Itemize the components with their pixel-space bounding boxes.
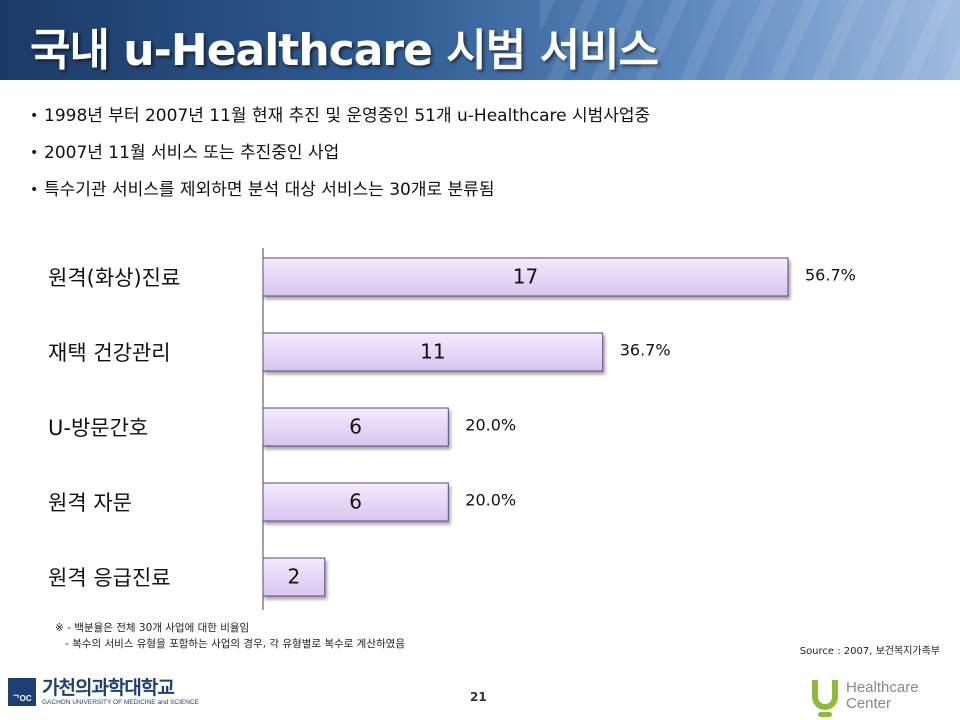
university-mark-icon: ᄀOC: [8, 678, 36, 706]
percent-label-1: 56.7%: [805, 266, 856, 285]
source-note: Source : 2007, 보건복지가족부: [799, 646, 940, 657]
bar-value-label-2: 11: [420, 340, 445, 364]
bar-3: [262, 407, 449, 447]
bar-value-label-3: 6: [349, 415, 362, 439]
footnote-2: - 복수의 서비스 유형을 포함하는 사업의 경우, 각 유형별로 복수로 계산…: [55, 638, 405, 650]
bullet-dot-icon: •: [30, 145, 39, 161]
university-eng-name: GACHON UNIVERSITY OF MEDICINE and SCIENC…: [42, 699, 199, 706]
percent-label-2: 36.7%: [620, 341, 671, 360]
bar-2: [262, 332, 604, 372]
bullet-dot-icon: •: [30, 182, 39, 198]
category-label-4: 원격 자문: [48, 491, 132, 515]
bullet-list: • 1998년 부터 2007년 11월 현재 추진 및 운영중인 51개 u-H…: [30, 104, 650, 215]
logo-line1: Healthcare: [846, 679, 919, 696]
bar-5: [262, 557, 326, 597]
bar-value-label-4: 6: [349, 490, 362, 514]
u-letter-icon: [812, 680, 838, 710]
bar-value-label-1: 17: [513, 265, 538, 289]
bar-1: [262, 257, 789, 297]
uhealthcare-center-logo: Healthcare Center: [812, 680, 952, 718]
bullet-dot-icon: •: [30, 108, 39, 124]
title-banner: 국내 u-Healthcare 시범 서비스: [0, 0, 960, 80]
percent-label-3: 20.0%: [465, 416, 516, 435]
category-label-3: U-방문간호: [48, 416, 148, 440]
page-number: 21: [470, 690, 487, 704]
service-bar-chart: 원격(화상)진료 17 56.7% 재택 건강관리 11 36.7% U-방문간호 6 20.0…: [48, 248, 856, 610]
bar-4: [262, 482, 449, 522]
category-label-5: 원격 응급진료: [48, 566, 171, 590]
category-label-1: 원격(화상)진료: [48, 266, 180, 290]
bar-value-label-5: 2: [288, 565, 301, 589]
logo-line2: Center: [846, 695, 892, 712]
bullet-item: • 2007년 11월 서비스 또는 추진중인 사업: [30, 143, 340, 163]
bullet-item: • 1998년 부터 2007년 11월 현재 추진 및 운영중인 51개 u-H…: [30, 106, 651, 126]
bullet-item: • 특수기관 서비스를 제외하면 분석 대상 서비스는 30개로 분류됨: [30, 180, 495, 200]
university-logo: ᄀOC 가천의과학대학교 GACHON UNIVERSITY OF MEDICI…: [8, 678, 199, 706]
percent-label-4: 20.0%: [465, 491, 516, 510]
u-dot-icon: [818, 712, 832, 717]
page-title: 국내 u-Healthcare 시범 서비스: [30, 25, 659, 76]
university-name: 가천의과학대학교: [42, 677, 175, 699]
footnote-1: ※ - 백분율은 전체 30개 사업에 대한 비율임: [55, 622, 250, 634]
category-label-2: 재택 건강관리: [48, 341, 171, 365]
